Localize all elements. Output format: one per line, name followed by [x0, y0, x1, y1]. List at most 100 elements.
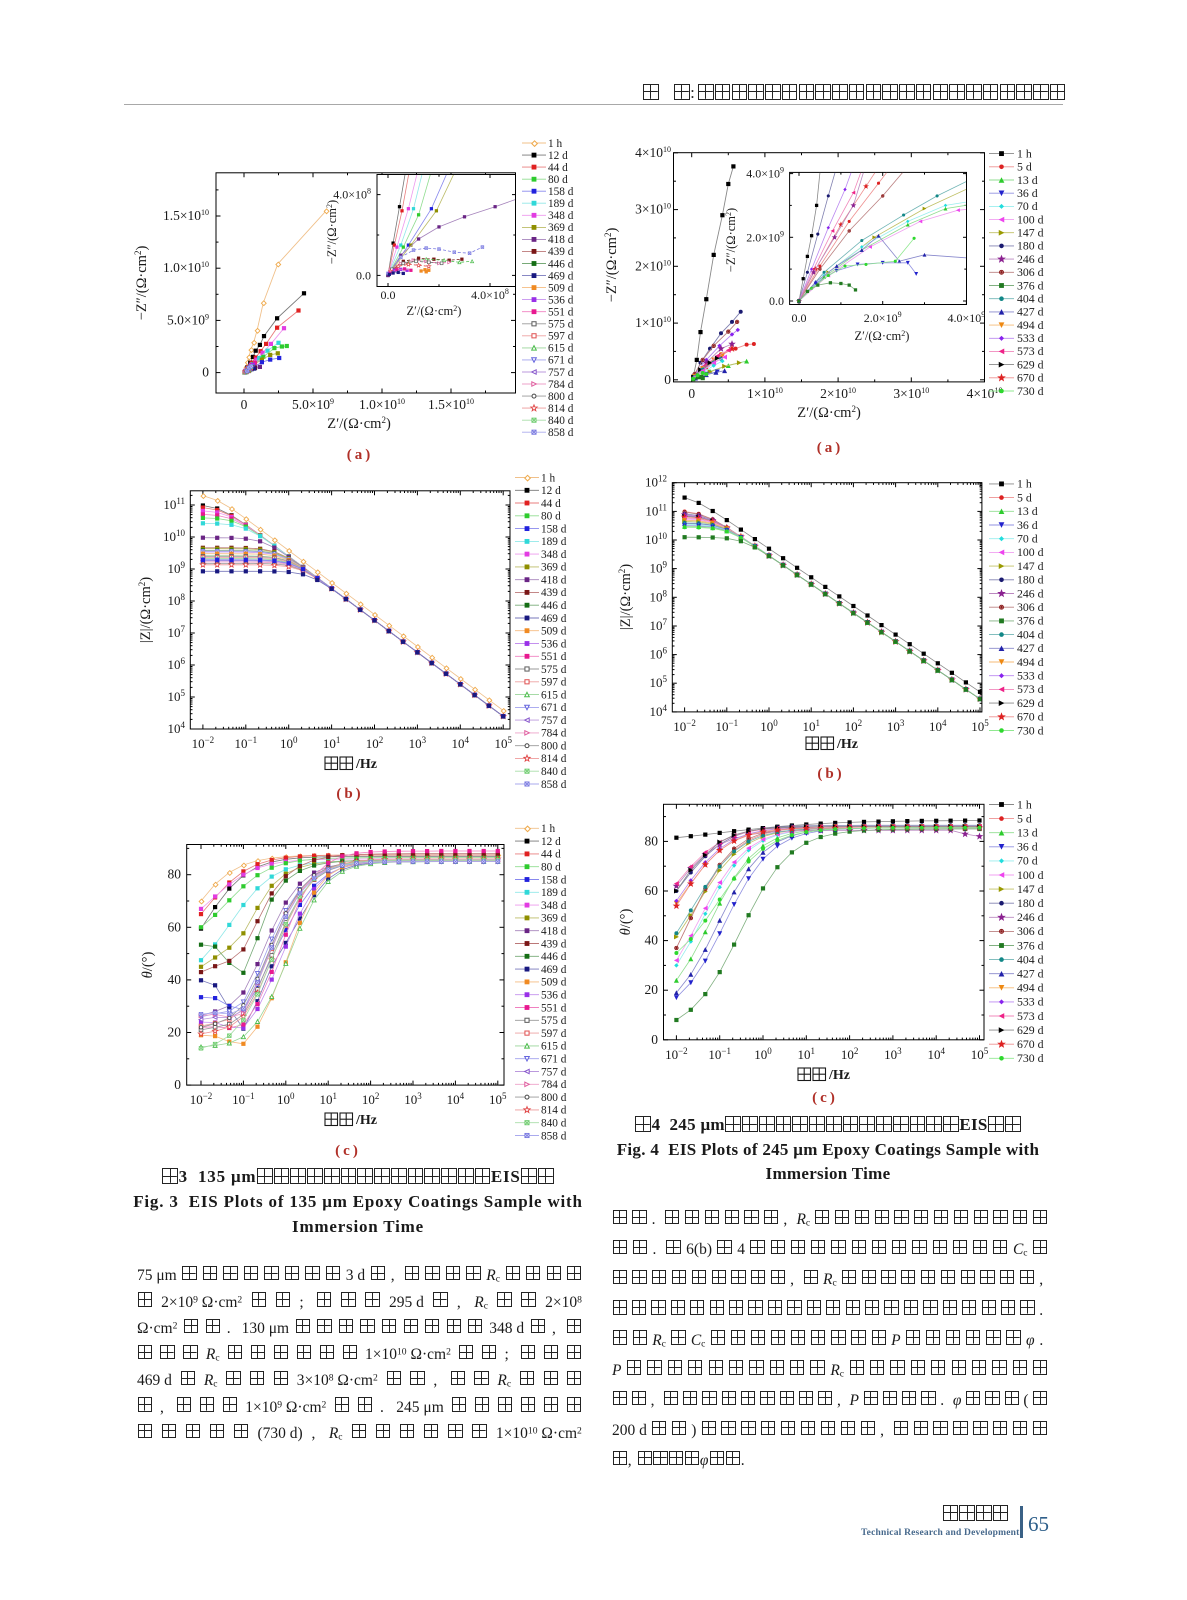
svg-text:671 d: 671 d — [541, 702, 567, 714]
svg-text:840 d: 840 d — [541, 766, 567, 778]
svg-text:575 d: 575 d — [541, 1015, 567, 1027]
svg-text:80 d: 80 d — [541, 862, 561, 874]
svg-text:306 d: 306 d — [1017, 924, 1044, 938]
svg-text:40: 40 — [168, 972, 182, 987]
svg-text:494 d: 494 d — [1017, 318, 1044, 332]
svg-text:5.0×109: 5.0×109 — [167, 312, 209, 327]
svg-text:814 d: 814 d — [541, 753, 567, 765]
svg-text:104: 104 — [168, 720, 186, 736]
svg-text:40: 40 — [645, 933, 659, 948]
svg-text:671 d: 671 d — [541, 1054, 567, 1066]
svg-text:1 h: 1 h — [1017, 477, 1032, 491]
svg-text:180 d: 180 d — [1017, 896, 1044, 910]
svg-text:533 d: 533 d — [1017, 995, 1044, 1009]
svg-text:36 d: 36 d — [1017, 186, 1038, 200]
svg-text:784 d: 784 d — [541, 1079, 567, 1091]
svg-text:5 d: 5 d — [1017, 811, 1032, 825]
svg-text:573 d: 573 d — [1017, 344, 1044, 358]
svg-text:106: 106 — [650, 646, 668, 662]
svg-text:840 d: 840 d — [541, 1118, 567, 1130]
svg-text:0: 0 — [241, 397, 248, 412]
svg-text:1×1010: 1×1010 — [747, 386, 783, 401]
svg-text:369 d: 369 d — [548, 222, 574, 234]
svg-text:246 d: 246 d — [1017, 252, 1044, 266]
svg-text:551 d: 551 d — [541, 651, 567, 663]
svg-text:10−1: 10−1 — [232, 1091, 255, 1107]
svg-text:105: 105 — [650, 674, 668, 690]
svg-text:573 d: 573 d — [1017, 1009, 1044, 1023]
svg-text:44 d: 44 d — [541, 849, 561, 861]
svg-text:404 d: 404 d — [1017, 952, 1044, 966]
svg-text:1010: 1010 — [645, 531, 668, 547]
svg-text:147 d: 147 d — [1017, 559, 1044, 573]
svg-text:306 d: 306 d — [1017, 265, 1044, 279]
svg-text:/Hz: /Hz — [836, 737, 858, 752]
svg-text:418 d: 418 d — [541, 575, 567, 587]
svg-text:509 d: 509 d — [541, 626, 567, 638]
svg-text:1012: 1012 — [645, 474, 667, 490]
svg-text:757 d: 757 d — [541, 1066, 567, 1078]
svg-text:Z′/(Ω·cm2): Z′/(Ω·cm2) — [855, 329, 910, 343]
svg-text:2.0×109: 2.0×109 — [746, 229, 784, 244]
svg-text:404 d: 404 d — [1017, 627, 1044, 641]
svg-text:189 d: 189 d — [541, 887, 567, 899]
svg-text:671 d: 671 d — [548, 355, 574, 367]
svg-text:70 d: 70 d — [1017, 532, 1038, 546]
svg-text:814 d: 814 d — [541, 1105, 567, 1117]
svg-text:θ/(°): θ/(°) — [140, 952, 156, 979]
svg-text:147 d: 147 d — [1017, 226, 1044, 240]
svg-text:10−1: 10−1 — [235, 735, 258, 751]
svg-text:10−2: 10−2 — [665, 1046, 688, 1062]
svg-text:0.0: 0.0 — [792, 311, 807, 325]
svg-text:615 d: 615 d — [548, 343, 574, 355]
svg-text:536 d: 536 d — [548, 294, 574, 306]
svg-text:70 d: 70 d — [1017, 854, 1038, 868]
svg-text:109: 109 — [168, 560, 186, 576]
svg-text:246 d: 246 d — [1017, 910, 1044, 924]
svg-text:2×1010: 2×1010 — [635, 258, 671, 273]
svg-text:100 d: 100 d — [1017, 212, 1044, 226]
svg-text:551 d: 551 d — [548, 307, 574, 319]
svg-text:105: 105 — [971, 1046, 989, 1062]
svg-text:Z′/(Ω·cm2): Z′/(Ω·cm2) — [797, 404, 861, 421]
svg-text:105: 105 — [971, 718, 989, 734]
svg-text:|Z|/(Ω·cm2): |Z|/(Ω·cm2) — [617, 564, 634, 630]
svg-text:189 d: 189 d — [541, 536, 567, 548]
svg-text:1011: 1011 — [163, 496, 185, 512]
svg-text:348 d: 348 d — [541, 900, 567, 912]
svg-text:180 d: 180 d — [1017, 573, 1044, 587]
svg-text:533 d: 533 d — [1017, 331, 1044, 345]
svg-text:147 d: 147 d — [1017, 882, 1044, 896]
svg-text:105: 105 — [494, 735, 512, 751]
svg-text:494 d: 494 d — [1017, 981, 1044, 995]
svg-text:1010: 1010 — [163, 528, 186, 544]
svg-text:670 d: 670 d — [1017, 1037, 1044, 1051]
svg-text:376 d: 376 d — [1017, 278, 1044, 292]
svg-text:629 d: 629 d — [1017, 1023, 1044, 1037]
svg-text:439 d: 439 d — [541, 938, 567, 950]
svg-text:158 d: 158 d — [548, 186, 574, 198]
svg-text:3×1010: 3×1010 — [635, 202, 671, 217]
svg-text:103: 103 — [884, 1046, 902, 1062]
svg-text:158 d: 158 d — [541, 523, 567, 535]
svg-text:509 d: 509 d — [541, 977, 567, 989]
svg-text:858 d: 858 d — [541, 1130, 567, 1142]
svg-text:784 d: 784 d — [541, 728, 567, 740]
svg-text:551 d: 551 d — [541, 1002, 567, 1014]
svg-text:509 d: 509 d — [548, 282, 574, 294]
svg-text:469 d: 469 d — [541, 613, 567, 625]
svg-text:104: 104 — [452, 735, 470, 751]
svg-text:439 d: 439 d — [541, 587, 567, 599]
svg-text:80: 80 — [645, 833, 659, 848]
svg-text:108: 108 — [650, 588, 668, 604]
svg-text:597 d: 597 d — [548, 331, 574, 343]
svg-text:1011: 1011 — [645, 502, 667, 518]
svg-text:800 d: 800 d — [541, 1092, 567, 1104]
svg-text:/Hz: /Hz — [828, 1068, 850, 1083]
svg-text:3×1010: 3×1010 — [893, 386, 929, 401]
svg-text:629 d: 629 d — [1017, 696, 1044, 710]
svg-text:597 d: 597 d — [541, 1028, 567, 1040]
svg-text:494 d: 494 d — [1017, 655, 1044, 669]
svg-text:10−2: 10−2 — [673, 718, 696, 734]
svg-text:858 d: 858 d — [541, 779, 567, 791]
